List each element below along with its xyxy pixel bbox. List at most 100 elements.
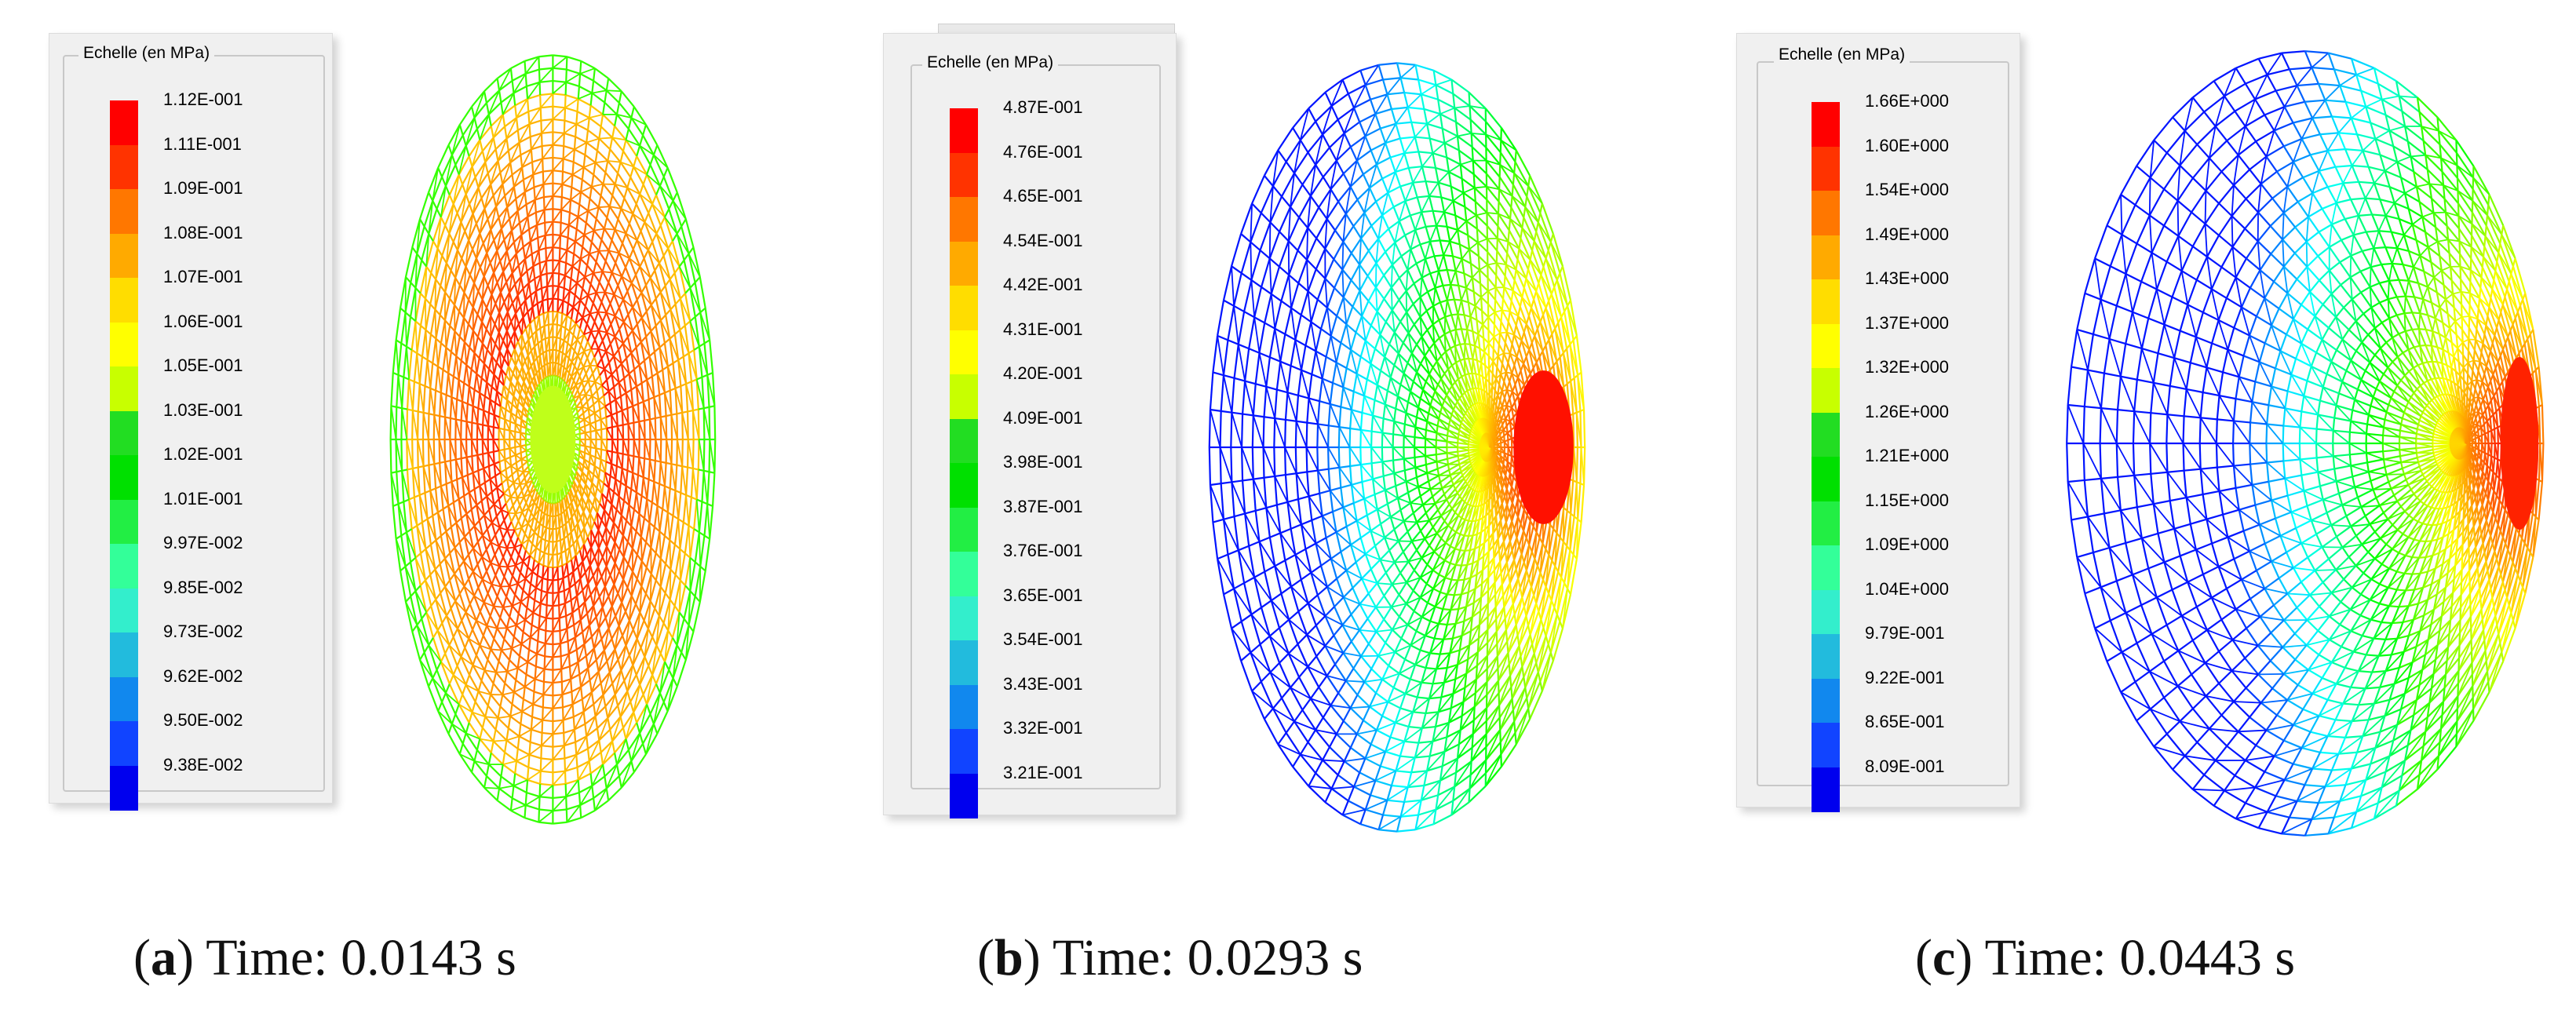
scale-swatch	[950, 684, 978, 730]
scale-label: 1.12E-001	[163, 89, 243, 109]
scale-swatch	[950, 197, 978, 242]
scale-swatch	[110, 233, 138, 279]
scale-swatch	[110, 588, 138, 633]
scale-label: 1.54E+000	[1865, 180, 1950, 199]
scale-label: 1.66E+000	[1865, 91, 1950, 111]
mesh-lines	[2066, 50, 2545, 837]
mesh-lines	[1208, 62, 1586, 833]
scale-label: 4.09E-001	[1003, 407, 1083, 428]
legend-panel	[883, 33, 1177, 815]
scale-label: 8.65E-001	[1865, 712, 1945, 731]
scale-swatch	[1812, 279, 1840, 325]
hot-region	[530, 385, 576, 494]
scale-label: 4.42E-001	[1003, 275, 1083, 294]
scale-label: 1.08E-001	[163, 222, 243, 242]
scale-label: 1.03E-001	[163, 399, 243, 420]
scale-swatch	[110, 499, 138, 545]
scale-swatch	[1812, 146, 1840, 191]
stress-mesh	[389, 54, 717, 825]
scale-label: 4.65E-001	[1003, 186, 1083, 206]
scale-swatch	[1812, 767, 1840, 812]
legend-title: Echelle (en MPa)	[922, 53, 1059, 72]
scale-swatch	[110, 632, 138, 678]
scale-swatch	[110, 366, 138, 412]
scale-swatch	[1812, 102, 1840, 148]
scale-label: 3.43E-001	[1003, 673, 1083, 694]
scale-swatch	[950, 507, 978, 552]
scale-swatch	[1812, 235, 1840, 280]
scale-label: 3.65E-001	[1003, 585, 1083, 605]
scale-label: 9.62E-002	[163, 665, 243, 686]
scale-swatch	[950, 773, 978, 818]
scale-swatch	[1812, 589, 1840, 635]
legend-title: Echelle (en MPa)	[78, 44, 215, 63]
legend-panel	[49, 33, 333, 804]
scale-label: 9.38E-002	[163, 754, 243, 775]
scale-label: 4.76E-001	[1003, 141, 1083, 162]
scale-swatch	[950, 640, 978, 686]
scale-label: 9.22E-001	[1865, 667, 1945, 687]
legend-panel	[1736, 33, 2020, 807]
scale-label: 3.87E-001	[1003, 496, 1083, 516]
scale-swatch	[950, 241, 978, 286]
scale-swatch	[1812, 457, 1840, 502]
scale-label: 3.32E-001	[1003, 718, 1083, 738]
scale-swatch	[1812, 412, 1840, 457]
scale-swatch	[950, 463, 978, 509]
scale-label: 1.37E+000	[1865, 312, 1950, 333]
scale-label: 4.54E-001	[1003, 230, 1083, 250]
scale-swatch	[950, 286, 978, 331]
scale-swatch	[110, 410, 138, 456]
scale-label: 3.98E-001	[1003, 452, 1083, 472]
scale-label: 9.85E-002	[163, 577, 243, 597]
scale-swatch	[110, 676, 138, 722]
scale-swatch	[110, 544, 138, 589]
scale-label: 4.31E-001	[1003, 319, 1083, 339]
caption: (c) Time: 0.0443 s	[1915, 929, 2296, 986]
scale-label: 1.32E+000	[1865, 357, 1950, 377]
scale-swatch	[1812, 191, 1840, 236]
scale-label: 4.20E-001	[1003, 363, 1083, 383]
scale-swatch	[950, 152, 978, 198]
scale-label: 8.09E-001	[1865, 756, 1945, 776]
stress-mesh	[2066, 50, 2545, 837]
scale-label: 4.87E-001	[1003, 97, 1083, 117]
scale-swatch	[950, 418, 978, 464]
scale-label: 9.79E-001	[1865, 623, 1945, 643]
scale-swatch	[110, 455, 138, 501]
scale-label: 3.21E-001	[1003, 762, 1083, 782]
scale-label: 3.76E-001	[1003, 541, 1083, 560]
scale-swatch	[1812, 634, 1840, 680]
scale-swatch	[1812, 501, 1840, 546]
scale-swatch	[950, 374, 978, 420]
scale-label: 3.54E-001	[1003, 629, 1083, 649]
scale-swatch	[950, 330, 978, 375]
scale-swatch	[110, 189, 138, 235]
scale-label: 1.49E+000	[1865, 224, 1950, 244]
scale-label: 9.97E-002	[163, 533, 243, 552]
scale-swatch	[1812, 323, 1840, 369]
scale-label: 1.02E-001	[163, 444, 243, 464]
scale-label: 1.15E+000	[1865, 490, 1950, 510]
scale-label: 9.73E-002	[163, 622, 243, 641]
scale-label: 1.09E+000	[1865, 534, 1950, 554]
scale-swatch	[1812, 545, 1840, 591]
scale-label: 1.26E+000	[1865, 401, 1950, 421]
hot-region	[2500, 357, 2539, 530]
scale-label: 1.07E-001	[163, 267, 243, 286]
scale-swatch	[110, 100, 138, 146]
scale-label: 1.05E-001	[163, 355, 243, 375]
scale-swatch	[110, 322, 138, 367]
caption: (b) Time: 0.0293 s	[977, 929, 1363, 986]
legend-title: Echelle (en MPa)	[1774, 46, 1910, 64]
scale-label: 1.43E+000	[1865, 268, 1950, 288]
scale-swatch	[110, 765, 138, 811]
scale-swatch	[950, 596, 978, 641]
scale-swatch	[950, 552, 978, 597]
scale-label: 1.09E-001	[163, 178, 243, 198]
hot-region	[1513, 370, 1574, 524]
scale-label: 1.60E+000	[1865, 135, 1950, 155]
scale-swatch	[950, 729, 978, 775]
scale-swatch	[950, 108, 978, 154]
scale-swatch	[1812, 368, 1840, 414]
